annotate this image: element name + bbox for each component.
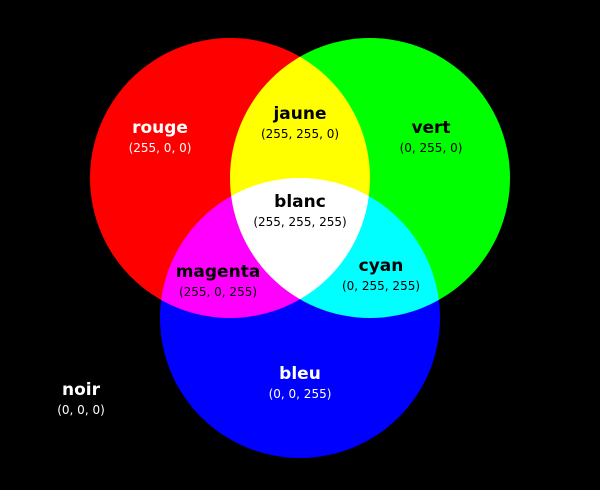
- label-noir-name: noir: [62, 380, 100, 400]
- label-blanc: blanc (255, 255, 255): [230, 192, 370, 229]
- label-jaune: jaune (255, 255, 0): [230, 104, 370, 141]
- label-vert: vert (0, 255, 0): [361, 118, 501, 155]
- label-magenta-name: magenta: [175, 262, 261, 282]
- label-blanc-rgb: (255, 255, 255): [253, 215, 347, 229]
- label-bleu-rgb: (0, 0, 255): [268, 387, 332, 401]
- label-cyan-rgb: (0, 255, 255): [341, 279, 421, 293]
- label-noir-rgb: (0, 0, 0): [57, 403, 105, 417]
- label-magenta: magenta (255, 0, 255): [148, 262, 288, 299]
- label-vert-name: vert: [411, 118, 451, 138]
- label-noir: noir (0, 0, 0): [11, 380, 151, 417]
- label-bleu: bleu (0, 0, 255): [230, 364, 370, 401]
- label-cyan-name: cyan: [358, 256, 404, 276]
- label-cyan: cyan (0, 255, 255): [311, 256, 451, 293]
- label-jaune-rgb: (255, 255, 0): [260, 127, 340, 141]
- label-blanc-name: blanc: [274, 192, 326, 212]
- label-jaune-name: jaune: [273, 104, 327, 124]
- label-rouge: rouge (255, 0, 0): [90, 118, 230, 155]
- label-magenta-rgb: (255, 0, 255): [178, 285, 258, 299]
- blue-circle: [160, 178, 440, 458]
- label-bleu-name: bleu: [279, 364, 321, 384]
- label-vert-rgb: (0, 255, 0): [399, 141, 463, 155]
- label-rouge-rgb: (255, 0, 0): [128, 141, 192, 155]
- label-rouge-name: rouge: [132, 118, 188, 138]
